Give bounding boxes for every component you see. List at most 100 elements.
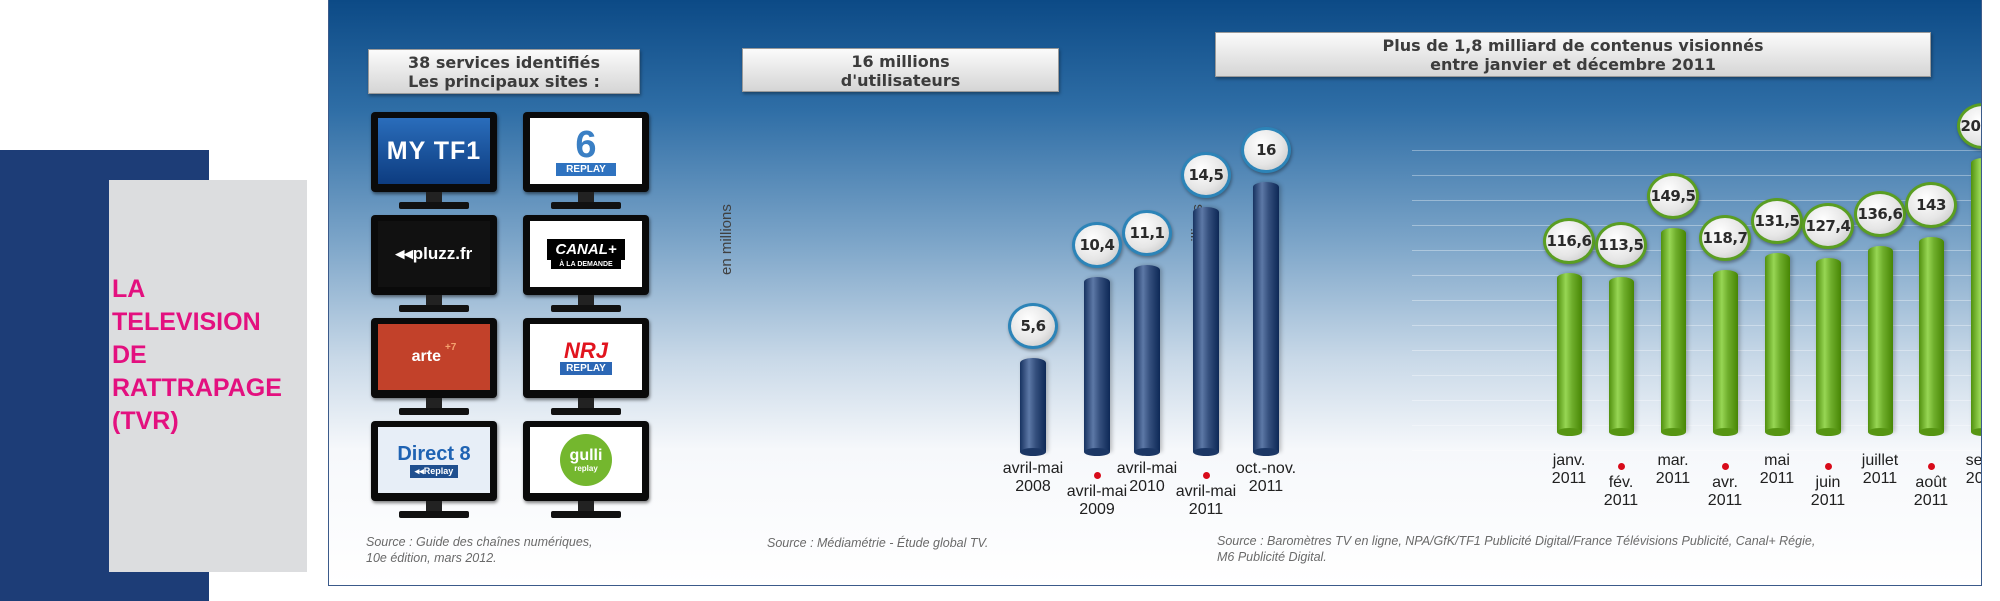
views-bar (1815, 258, 1841, 432)
views-category-label-line: 2011 (1603, 492, 1639, 509)
views-category-label-line: sept. (1965, 452, 1982, 469)
users-value-label: 10,4 (1075, 224, 1119, 265)
gulli-logo-text: gulli (569, 446, 603, 464)
views-value-label: 136,6 (1857, 193, 1903, 234)
views-grid-line (1412, 325, 1981, 326)
views-bar-base (1608, 428, 1634, 436)
services-title-line: 38 services identifiés (408, 53, 600, 72)
users-bar (1134, 264, 1160, 452)
users-chart-title-line: 16 millions (851, 52, 950, 71)
users-chart-ylabel: en millions (718, 204, 735, 275)
section-title-line: DE (112, 341, 147, 369)
views-category-label-line: 2011 (1965, 470, 1982, 487)
views-grid-line (1412, 350, 1981, 351)
mytf1-logo: MY TF1 (386, 136, 482, 165)
users-value-label: 11,1 (1125, 212, 1169, 253)
arte-plus7: +7 (444, 341, 457, 353)
views-category-dot (1825, 463, 1832, 470)
views-value-label: 113,5 (1598, 225, 1644, 266)
views-category-label-line: 2011 (1913, 492, 1949, 509)
views-grid-line (1412, 375, 1981, 376)
m6-replay-label: REPLAY (556, 162, 616, 176)
services-source-line: Source : Guide des chaînes numériques, (366, 535, 593, 549)
views-category-label-line: 2011 (1862, 470, 1898, 487)
views-category-label: fév. 2011 (1576, 474, 1666, 510)
users-category-label: avril-mai 2010 (1102, 460, 1192, 496)
views-bar (1867, 245, 1893, 432)
users-category-label: oct.-nov. 2011 (1221, 460, 1311, 496)
users-bar-base (1253, 448, 1279, 456)
views-grid-line (1412, 300, 1981, 301)
canal-plus-sub: À LA DEMANDE (551, 260, 621, 269)
views-category-label-line: mai (1764, 452, 1790, 469)
views-category-label: janv. 2011 (1524, 452, 1614, 488)
users-chart-title: 16 millions d'utilisateurs (742, 48, 1059, 92)
users-bar-base (1193, 448, 1219, 456)
views-grid-line (1412, 150, 1981, 151)
views-chart-source-line: M6 Publicité Digital. (1217, 550, 1327, 564)
users-chart-title-line: d'utilisateurs (840, 71, 961, 90)
views-bar (1556, 273, 1582, 432)
users-category-label-line: 2008 (1015, 478, 1051, 495)
users-category-label-line: 2011 (1188, 501, 1224, 518)
views-bar-base (1556, 428, 1582, 436)
users-bar (1084, 276, 1110, 452)
users-category-dot (1094, 472, 1101, 479)
users-bar (1193, 207, 1219, 452)
views-grid-line (1412, 250, 1981, 251)
tv-pluzz: ◂◂pluzz.fr (371, 215, 497, 317)
views-bar (1970, 158, 1981, 432)
section-title: LA TELEVISION DE RATTRAPAGE (TVR) (112, 273, 282, 438)
nrj-logo: NRJ (563, 337, 608, 363)
section-title-line: TELEVISION (112, 308, 261, 336)
tv-canal-plus: CANAL+ À LA DEMANDE (523, 215, 649, 317)
gulli-logo: gulli replay (560, 434, 612, 486)
users-category-label-line: avril-mai (1066, 483, 1128, 500)
views-category-label-line: avr. (1712, 474, 1738, 491)
views-grid-line (1412, 225, 1981, 226)
views-category-label: juin 2011 (1783, 474, 1873, 510)
views-chart-title-line: Plus de 1,8 milliard de contenus visionn… (1382, 36, 1764, 55)
users-bar-base (1084, 448, 1110, 456)
views-value-label: 200,7 (1960, 106, 1981, 147)
views-category-dot (1618, 463, 1625, 470)
views-category-label-line: fév. (1608, 474, 1634, 491)
services-source-line: 10e édition, mars 2012. (366, 551, 497, 565)
tv-gulli: gulli replay (523, 421, 649, 523)
views-bar-base (1660, 428, 1686, 436)
tv-direct8: Direct 8 ◂◂Replay (371, 421, 497, 523)
views-category-label: août 2011 (1886, 474, 1976, 510)
users-value-label: 5,6 (1011, 305, 1055, 346)
views-value-label: 131,5 (1754, 200, 1800, 241)
views-bar (1764, 252, 1790, 432)
views-category-label-line: 2011 (1810, 492, 1846, 509)
views-chart-source: Source : Baromètres TV en ligne, NPA/GfK… (1217, 533, 1815, 565)
users-category-label-line: avril-mai (1002, 460, 1064, 477)
pluzz-logo: ◂◂pluzz.fr (395, 244, 473, 263)
canal-plus-logo: CANAL+ (547, 239, 625, 260)
views-category-dot (1722, 463, 1729, 470)
views-category-label-line: 2011 (1655, 470, 1691, 487)
services-source: Source : Guide des chaînes numériques, 1… (366, 534, 593, 566)
views-category-label-line: juin (1815, 474, 1841, 491)
views-category-label: juillet 2011 (1835, 452, 1925, 488)
views-grid-line (1412, 275, 1981, 276)
views-grid-line (1412, 450, 1981, 451)
views-category-label-line: mar. (1657, 452, 1689, 469)
tv-nrj12: NRJ REPLAY (523, 318, 649, 420)
views-bar-base (1712, 428, 1738, 436)
views-bar-base (1815, 428, 1841, 436)
views-chart-title-line: entre janvier et décembre 2011 (1430, 55, 1716, 74)
views-chart-title: Plus de 1,8 milliard de contenus visionn… (1215, 32, 1931, 77)
section-title-line: LA (112, 275, 146, 303)
views-value-label: 143 (1908, 185, 1954, 226)
views-bar-base (1918, 428, 1944, 436)
users-category-label-line: oct.-nov. (1235, 460, 1297, 477)
title-panel (109, 180, 307, 572)
views-category-label: avr. 2011 (1680, 474, 1770, 510)
views-category-dot (1928, 463, 1935, 470)
nrj-replay-label: REPLAY (560, 361, 612, 375)
arte-logo: arte (411, 348, 441, 365)
views-bar (1608, 277, 1634, 432)
gulli-replay-label: replay (574, 463, 598, 473)
